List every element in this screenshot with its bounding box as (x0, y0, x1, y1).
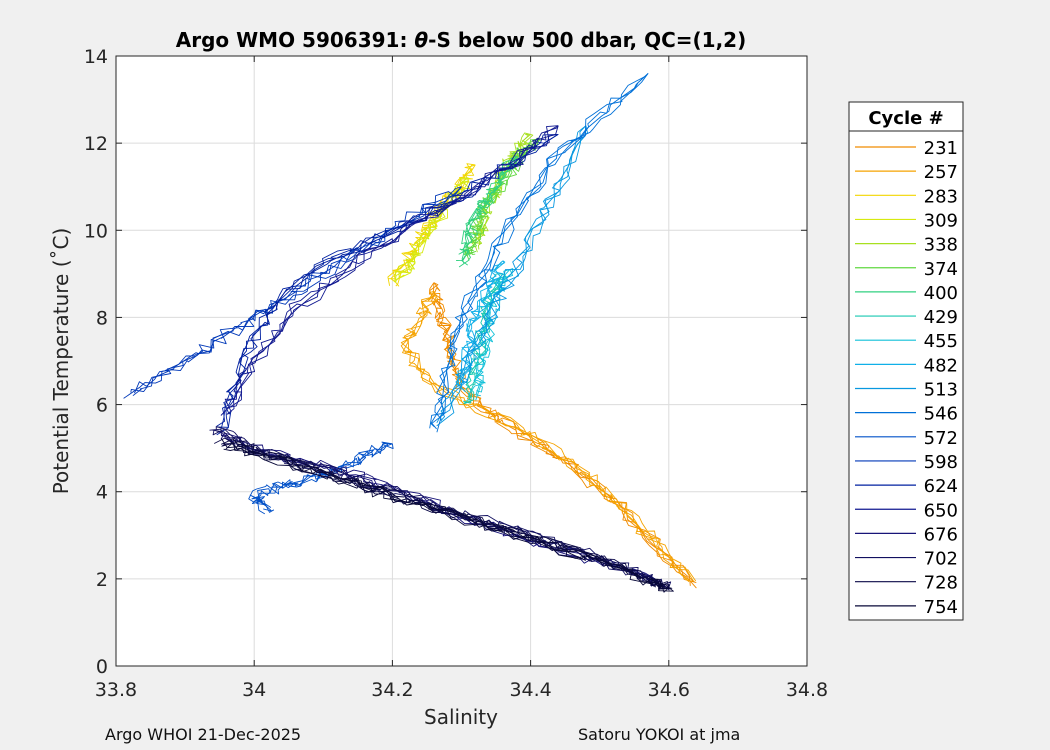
series-line-257 (402, 290, 692, 582)
series-line-513 (440, 125, 587, 421)
series-line-650 (226, 125, 559, 415)
grid-lines (116, 56, 807, 666)
legend-label-546: 546 (924, 404, 958, 425)
legend-label-374: 374 (924, 259, 958, 280)
series-line-400 (456, 155, 518, 261)
x-tick-label: 34 (242, 679, 266, 701)
y-tick-label: 14 (84, 46, 108, 68)
x-axis-label: Salinity (424, 705, 498, 729)
series-line-513 (436, 125, 588, 427)
y-tick-label: 6 (96, 395, 108, 417)
legend-label-455: 455 (924, 331, 958, 352)
legend-label-400: 400 (924, 283, 958, 304)
y-tick-label: 0 (96, 656, 108, 678)
series-line-309 (395, 177, 469, 281)
series-line-309 (394, 177, 471, 283)
x-tick-label: 34.8 (786, 679, 828, 701)
legend-label-598: 598 (924, 452, 958, 473)
series-line-572 (251, 443, 393, 513)
x-tick-label: 34.4 (509, 679, 551, 701)
series-line-455 (473, 268, 514, 393)
series-layer (123, 73, 697, 593)
x-tick-label: 34.2 (371, 679, 413, 701)
series-line-598 (123, 186, 462, 399)
series-line-231 (428, 282, 695, 583)
legend-label-728: 728 (924, 573, 958, 594)
legend-label-650: 650 (924, 500, 958, 521)
legend-label-257: 257 (924, 162, 958, 183)
legend-label-338: 338 (924, 235, 958, 256)
legend-label-513: 513 (924, 380, 958, 401)
series-line-546 (434, 73, 649, 433)
legend-label-754: 754 (924, 597, 958, 618)
chart-title: Argo WMO 5906391: θ-S below 500 dbar, QC… (176, 28, 746, 52)
legend-label-702: 702 (924, 549, 958, 570)
series-line-374 (463, 137, 541, 256)
legend-title: Cycle # (868, 108, 943, 129)
series-line-754 (221, 438, 670, 588)
legend-label-429: 429 (924, 307, 958, 328)
series-line-650 (224, 125, 559, 413)
series-line-754 (232, 438, 674, 592)
series-line-650 (226, 125, 559, 409)
legend-label-231: 231 (924, 138, 958, 159)
legend-label-572: 572 (924, 428, 958, 449)
legend-label-676: 676 (924, 524, 958, 545)
y-axis-label: Potential Temperature (˚C) (49, 228, 73, 495)
y-tick-label: 4 (96, 482, 108, 504)
series-line-400 (459, 155, 518, 266)
legend-label-482: 482 (924, 355, 958, 376)
plot-frame (115, 55, 808, 667)
y-tick-label: 2 (96, 569, 108, 591)
y-tick-label: 8 (96, 307, 108, 329)
legend-label-309: 309 (924, 210, 958, 231)
y-tick-label: 10 (84, 220, 108, 242)
legend: Cycle # 231 257 283 309 338 374 400 429 455 482 51… (848, 101, 964, 621)
legend-label-624: 624 (924, 476, 958, 497)
legend-entries: 231 257 283 309 338 374 400 429 455 482 513 546 572 5… (855, 138, 958, 618)
series-line-257 (400, 291, 690, 583)
legend-label-283: 283 (924, 186, 958, 207)
x-tick-label: 33.8 (95, 679, 137, 701)
series-line-624 (220, 134, 559, 431)
series-line-572 (251, 443, 394, 508)
series-line-728 (223, 438, 669, 590)
series-line-728 (221, 440, 670, 588)
series-line-754 (225, 441, 670, 593)
series-line-546 (430, 73, 649, 428)
series-line-482 (455, 260, 504, 393)
series-line-429 (464, 273, 504, 405)
series-line-546 (431, 73, 649, 430)
footer-left-credit: Argo WHOI 21-Dec-2025 (105, 725, 302, 744)
x-tick-label: 34.6 (648, 679, 690, 701)
series-line-257 (400, 291, 694, 582)
series-line-572 (248, 441, 393, 515)
series-line-513 (436, 125, 587, 424)
series-line-546 (429, 73, 649, 429)
series-line-231 (429, 282, 691, 586)
y-tick-label: 12 (84, 133, 108, 155)
axis-ticks: 33.8 34 34.2 34.4 34.6 34.8 0 2 4 6 8 10 12 14 (84, 46, 828, 701)
footer-right-credit: Satoru YOKOI at jma (578, 725, 741, 744)
